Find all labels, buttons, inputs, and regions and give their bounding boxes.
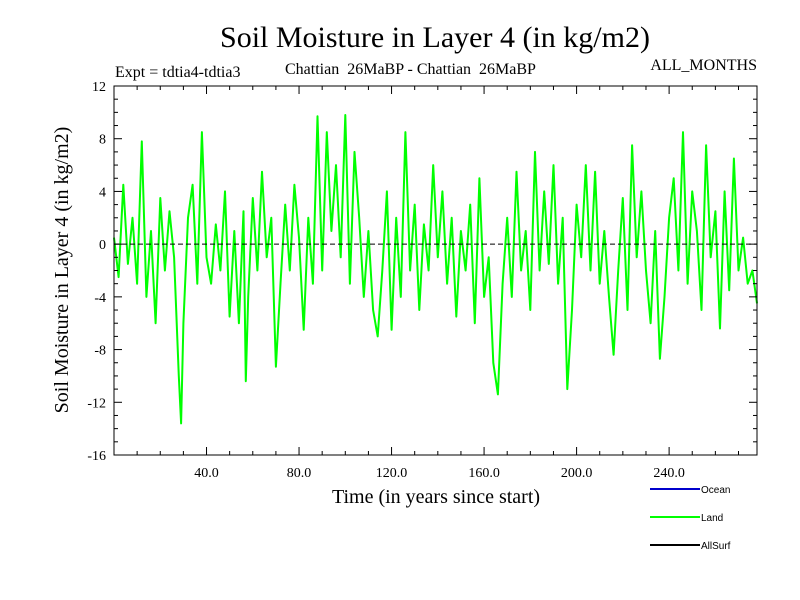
x-tick-label: 120.0	[376, 466, 408, 481]
y-tick-label: 12	[92, 80, 106, 95]
series-layer	[113, 114, 758, 425]
y-tick-label: 4	[99, 185, 106, 200]
legend-label-ocean: Ocean	[701, 485, 730, 496]
legend: Ocean Land AllSurf	[650, 485, 731, 552]
legend-label-land: Land	[701, 513, 723, 524]
plot-area: -16 -12 -8 -4 0 4 8 12 40.0 80.0 120.0 160.0 200.0 24…	[87, 80, 758, 481]
x-tick-label: 240.0	[653, 466, 685, 481]
y-tick-label: 0	[99, 238, 106, 253]
y-tick-label: -12	[87, 396, 106, 411]
y-axis-label: Soil Moisture in Layer 4 (in kg/m2)	[51, 127, 73, 414]
y-tick-label: -4	[94, 291, 106, 306]
x-tick-label: 80.0	[287, 466, 312, 481]
x-tick-label: 200.0	[561, 466, 593, 481]
y-tick-label: 8	[99, 133, 106, 148]
plot-frame	[113, 85, 758, 456]
y-tick-label: -16	[87, 449, 106, 464]
chart-title: Soil Moisture in Layer 4 (in kg/m2)	[220, 21, 650, 54]
x-tick-label: 160.0	[468, 466, 500, 481]
x-axis-label: Time (in years since start)	[332, 486, 540, 508]
legend-label-allsurf: AllSurf	[701, 541, 731, 552]
y-tick-label: -8	[94, 344, 106, 359]
subtitle-center: Chattian 26MaBP - Chattian 26MaBP	[285, 61, 536, 78]
subtitle-left: Expt = tdtia4-tdtia3	[115, 64, 240, 81]
x-tick-label: 40.0	[194, 466, 219, 481]
ticks-layer: -16 -12 -8 -4 0 4 8 12 40.0 80.0 120.0 160.0 200.0 24…	[87, 80, 757, 481]
subtitle-right: ALL_MONTHS	[650, 57, 757, 74]
series-line-land	[113, 114, 758, 425]
